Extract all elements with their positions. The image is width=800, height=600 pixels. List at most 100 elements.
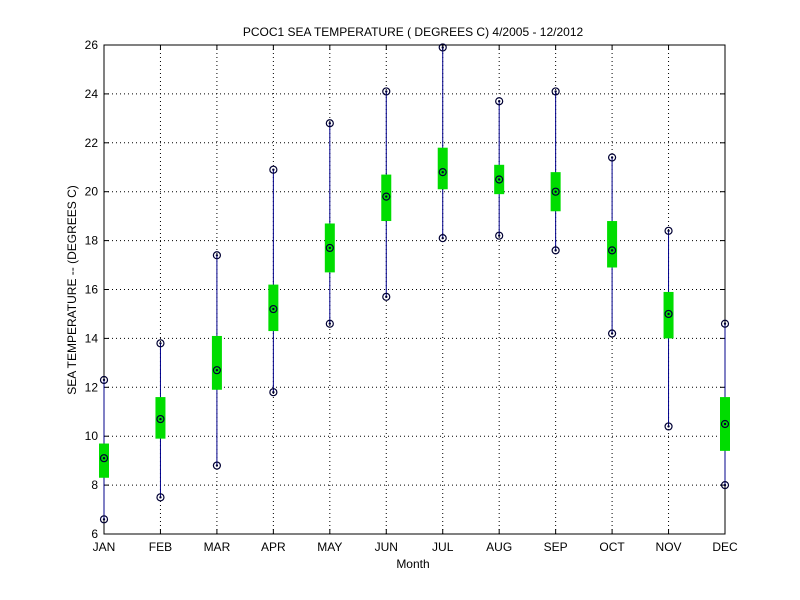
iqr-box — [155, 397, 166, 439]
x-axis-label: Month — [396, 557, 429, 571]
min-marker — [551, 246, 560, 255]
median-marker — [720, 419, 730, 429]
min-marker-dot — [159, 496, 162, 499]
min-marker — [438, 234, 447, 243]
min-marker-dot — [667, 425, 670, 428]
median-marker — [664, 309, 673, 319]
y-tick-label: 20 — [85, 185, 99, 199]
y-axis-label: SEA TEMPERATURE -- (DEGREES C) — [65, 185, 79, 395]
median-marker — [269, 304, 278, 314]
chart-title: PCOC1 SEA TEMPERATURE ( DEGREES C) 4/200… — [243, 25, 584, 39]
median-marker-dot — [554, 190, 557, 193]
month-box-dec — [720, 319, 730, 490]
min-marker — [720, 481, 730, 490]
median-marker-dot — [272, 307, 275, 311]
x-tick-label: JUN — [375, 540, 398, 554]
max-marker — [664, 226, 673, 235]
month-box-jan — [99, 375, 109, 524]
median-marker — [607, 246, 617, 255]
min-marker-dot — [723, 483, 727, 487]
max-marker — [551, 87, 560, 96]
median-marker — [99, 454, 109, 463]
median-marker — [438, 168, 447, 177]
median-marker-dot — [667, 312, 670, 316]
month-box-jun — [381, 87, 392, 301]
min-marker — [607, 329, 617, 338]
median-marker — [382, 192, 391, 201]
median-marker-dot — [497, 178, 501, 181]
max-marker — [607, 153, 617, 162]
min-marker — [664, 422, 673, 431]
median-marker-dot — [328, 246, 332, 250]
min-marker — [156, 493, 165, 502]
median-marker — [495, 175, 504, 184]
min-marker-dot — [328, 322, 332, 325]
min-marker — [495, 231, 504, 240]
x-tick-label: MAR — [204, 540, 231, 554]
y-tick-label: 12 — [85, 380, 99, 394]
median-marker — [551, 187, 560, 196]
x-tick-label: OCT — [599, 540, 625, 554]
max-marker-dot — [667, 229, 670, 233]
min-marker-dot — [272, 390, 275, 394]
max-marker — [438, 43, 447, 52]
data-marks — [99, 43, 730, 524]
iqr-box — [211, 335, 222, 390]
median-marker-dot — [159, 417, 162, 421]
month-box-oct — [607, 153, 618, 338]
median-marker-dot — [102, 457, 106, 460]
month-box-aug — [494, 97, 505, 240]
median-marker — [325, 243, 334, 253]
y-tick-label: 18 — [85, 234, 99, 248]
max-marker — [99, 375, 109, 385]
max-marker — [156, 339, 165, 348]
median-marker — [212, 366, 222, 375]
x-tick-label: AUG — [486, 540, 512, 554]
y-tick-label: 26 — [85, 38, 99, 52]
min-marker-dot — [102, 518, 106, 521]
median-marker-dot — [215, 368, 219, 372]
iqr-box — [268, 284, 279, 332]
x-tick-label: NOV — [656, 540, 682, 554]
max-marker-dot — [610, 156, 614, 159]
median-marker-dot — [723, 422, 727, 426]
month-box-feb — [155, 339, 166, 502]
iqr-box — [99, 443, 109, 478]
max-marker-dot — [441, 46, 444, 49]
y-tick-label: 14 — [85, 331, 99, 345]
max-marker-dot — [723, 322, 727, 325]
iqr-box — [381, 174, 392, 222]
x-tick-label: APR — [261, 540, 286, 554]
max-marker — [325, 119, 334, 128]
iqr-box — [607, 221, 618, 268]
max-marker-dot — [497, 100, 501, 103]
median-marker — [156, 414, 165, 424]
min-marker — [325, 319, 334, 328]
min-marker-dot — [385, 295, 388, 299]
y-tick-label: 6 — [91, 527, 98, 541]
median-marker-dot — [441, 170, 444, 174]
median-marker-dot — [385, 195, 388, 198]
max-marker — [269, 165, 278, 174]
max-marker-dot — [272, 168, 275, 171]
min-marker — [269, 388, 278, 397]
month-box-nov — [663, 226, 674, 431]
min-marker-dot — [610, 332, 614, 335]
min-marker — [382, 292, 391, 301]
max-marker-dot — [159, 342, 162, 345]
y-tick-label: 22 — [85, 136, 99, 150]
max-marker-dot — [215, 254, 219, 257]
max-marker — [720, 319, 730, 328]
max-marker — [212, 251, 222, 260]
month-box-sep — [550, 87, 561, 255]
x-tick-label: JUL — [432, 540, 454, 554]
y-tick-label: 24 — [85, 87, 99, 101]
iqr-box — [663, 291, 674, 339]
axis-ticks: JAN FEB MAR APR MAY JUN JUL AUG SEP OCT NOV DEC 6 8 10… — [85, 38, 738, 554]
max-marker-dot — [554, 90, 557, 93]
x-tick-label: MAY — [317, 540, 342, 554]
max-marker — [382, 87, 391, 96]
min-marker-dot — [554, 249, 557, 252]
